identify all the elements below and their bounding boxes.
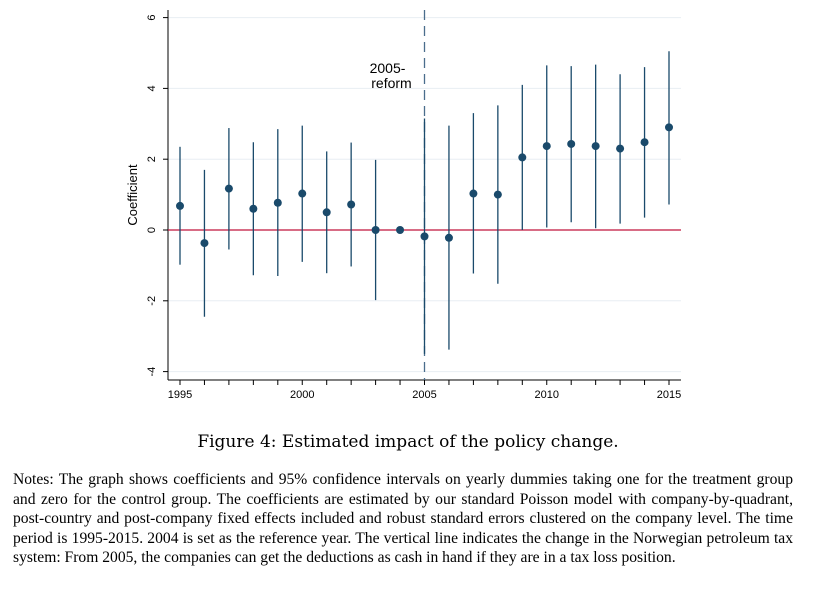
coefficient-point-2000 [298,189,307,198]
x-tick-label: 2010 [535,389,559,401]
coefficient-chart: 6 4 2 0 -2 -4 1995 2000 2005 2010 2015 Coefficient 2… [125,10,681,401]
coefficient-point-1996 [200,239,209,248]
coefficient-point-2009 [518,153,527,162]
coefficient-point-1995 [176,201,184,210]
coefficient-point-2008 [493,190,502,199]
coefficient-point-2011 [567,139,576,148]
y-tick-label: -2 [146,296,158,306]
y-tick-label: 4 [146,85,158,91]
y-axis-title: Coefficient [125,164,140,226]
coefficient-point-2004 [396,226,405,234]
x-tick-label: 2005 [412,389,436,401]
chart-area: 6 4 2 0 -2 -4 1995 2000 2005 2010 2015 Coefficient 2… [125,10,681,401]
coefficient-point-2003 [371,226,380,234]
coefficient-point-2013 [616,144,625,153]
coefficient-point-1999 [273,198,282,207]
coefficient-point-2001 [322,208,331,217]
figure-caption: Figure 4: Estimated impact of the policy… [197,432,619,452]
y-tick-label: 2 [146,156,158,162]
coefficient-point-2007 [469,189,478,198]
y-tick-label: 0 [146,227,158,233]
figure-notes: Notes: The graph shows coefficients and … [13,471,793,567]
reform-label-line2: reform [371,75,411,91]
coefficient-point-2014 [640,138,649,147]
y-tick-label: 6 [146,15,158,21]
x-tick-label: 1995 [168,389,192,401]
coefficient-point-2005 [420,232,429,241]
coefficient-point-1998 [249,204,258,213]
y-tick-label: -4 [146,367,158,377]
coefficient-point-2015 [665,123,673,132]
x-tick-label: 2000 [290,389,314,401]
x-tick-label: 2015 [657,389,681,401]
coefficient-point-2012 [591,142,600,151]
coefficient-point-2006 [444,233,453,242]
coefficient-point-2010 [542,142,551,151]
coefficient-point-1997 [224,184,233,193]
coefficient-point-2002 [347,200,356,209]
reform-label-line1: 2005- [370,60,406,76]
